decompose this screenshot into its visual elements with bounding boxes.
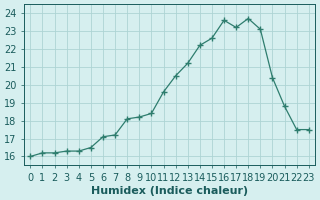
X-axis label: Humidex (Indice chaleur): Humidex (Indice chaleur)	[91, 186, 248, 196]
